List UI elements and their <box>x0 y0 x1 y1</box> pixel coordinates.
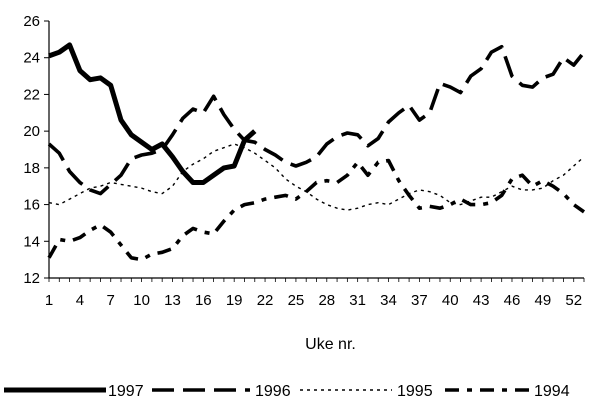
legend-label: 1997 <box>108 383 144 400</box>
x-tick-label: 49 <box>535 292 552 309</box>
legend: 1997 1996 1995 1994 <box>4 383 570 400</box>
x-tick-label: 52 <box>565 292 582 309</box>
y-tick-label: 24 <box>23 50 40 67</box>
x-tick-label: 16 <box>195 292 212 309</box>
x-tick-label: 37 <box>411 292 428 309</box>
series-layer <box>47 42 586 262</box>
y-tick-label: 14 <box>23 233 40 250</box>
legend-label: 1995 <box>397 383 433 400</box>
series-line-1994 <box>47 158 586 262</box>
x-tick-label: 10 <box>133 292 150 309</box>
y-tick-label: 26 <box>23 13 40 30</box>
series-line-1997 <box>48 42 257 185</box>
y-tick-label: 18 <box>23 160 40 177</box>
legend-label: 1996 <box>255 383 291 400</box>
y-tick-label: 12 <box>23 270 40 287</box>
x-tick-label: 25 <box>288 292 305 309</box>
x-tick-label: 22 <box>257 292 274 309</box>
x-tick-label: 28 <box>318 292 335 309</box>
x-tick-label: 19 <box>226 292 243 309</box>
series-line-1996 <box>47 44 586 196</box>
x-tick-label: 43 <box>473 292 490 309</box>
x-tick-label: 4 <box>76 292 84 309</box>
x-tick-label: 46 <box>504 292 521 309</box>
x-tick-label: 13 <box>164 292 181 309</box>
x-axis-title: Uke nr. <box>305 336 356 353</box>
y-tick-label: 20 <box>23 123 40 140</box>
y-tick-label: 16 <box>23 197 40 214</box>
series-line-1995 <box>48 143 585 211</box>
x-tick-label: 40 <box>442 292 459 309</box>
x-tick-label: 34 <box>380 292 397 309</box>
legend-label: 1994 <box>534 383 570 400</box>
x-tick-label: 7 <box>107 292 115 309</box>
x-tick-label: 1 <box>45 292 53 309</box>
x-tick-label: 31 <box>349 292 366 309</box>
y-tick-label: 22 <box>23 86 40 103</box>
